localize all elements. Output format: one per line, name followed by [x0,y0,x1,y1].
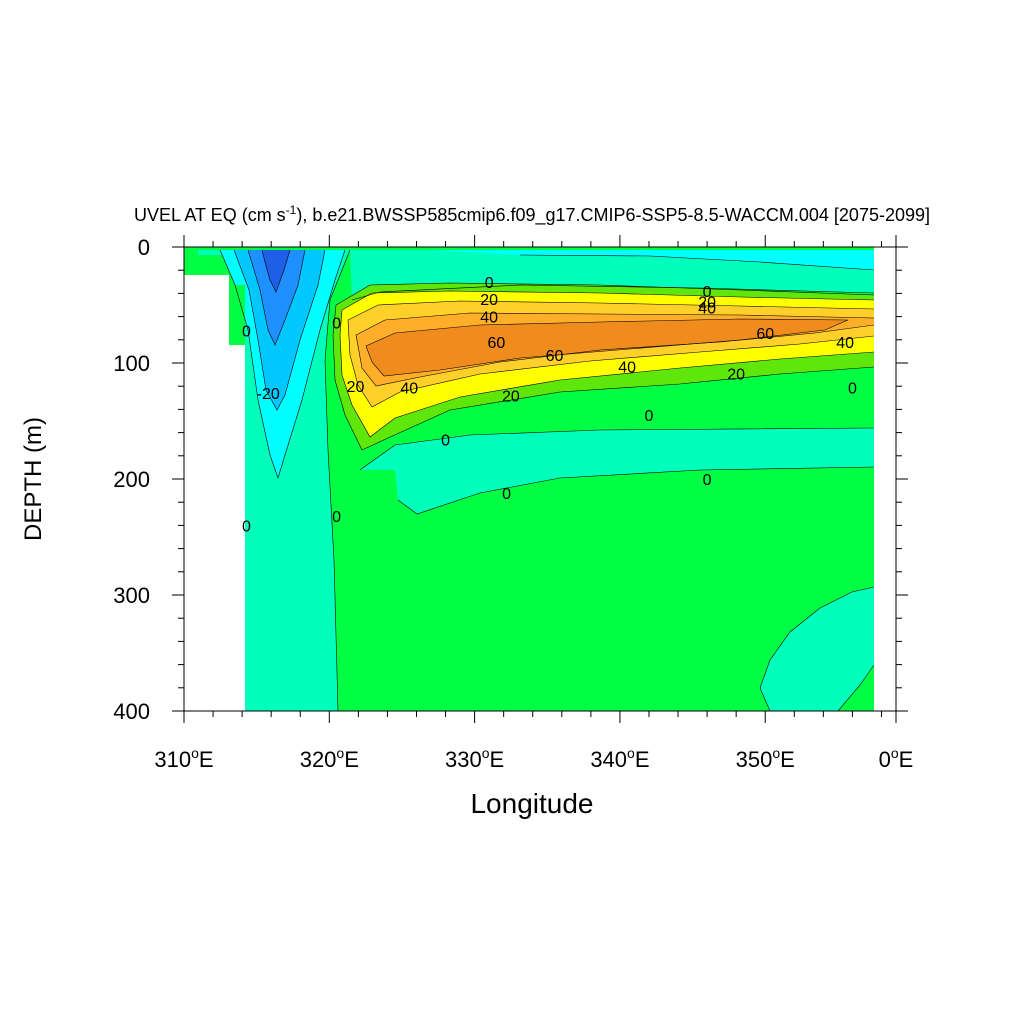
region-minus30-minus20-west [248,250,305,345]
y-tick-label: 300 [113,583,150,608]
region-10-20-coastal [229,285,245,345]
region-0-10-deep-se [760,587,874,711]
y-tick-label: 100 [113,351,150,376]
contour-label: 40 [836,335,854,352]
contour-label: 0 [703,472,712,489]
contour-lines [219,249,875,712]
region-0-10-west [198,250,350,711]
contour-label: 20 [502,388,520,405]
contour-label: 60 [756,326,774,343]
contour-label: 0 [242,518,251,535]
contour-label: 0 [848,380,857,397]
contour-label: 60 [546,348,564,365]
contour-label: 20 [347,379,365,396]
x-tick-label: 0oE [879,745,914,772]
contour-label: 0 [485,275,494,292]
x-tick-label: 320oE [300,745,359,772]
contour-label: 20 [698,295,716,312]
contour-label: 40 [400,380,418,397]
chart-title: UVEL AT EQ (cm s-1), b.e21.BWSSP585cmip6… [134,203,930,226]
contour-label: 40 [618,359,636,376]
x-tick-label: 330oE [445,745,504,772]
contour-label: 0 [502,486,511,503]
y-tick-label: 200 [113,467,150,492]
x-axis-label: Longitude [470,788,593,819]
contour-label: 0 [242,324,251,341]
region-below-minus30-west [262,250,290,292]
contour-label: 0 [703,284,712,301]
y-axis-label: DEPTH (m) [20,417,47,541]
contour-label: 20 [480,292,498,309]
contour-label: 0 [645,408,654,425]
x-axis: 310oE 320oE 330oE 340oE 350oE 0oE [154,235,913,772]
contour-label: 40 [480,310,498,327]
contour-label: 0 [332,509,341,526]
region-60-70 [366,319,848,376]
y-tick-label: 400 [113,699,150,724]
x-tick-label: 310oE [154,745,213,772]
contour-label: 0 [441,433,450,450]
y-tick-label: 0 [138,235,150,260]
x-tick-label: 340oE [590,745,649,772]
contour-label: -20 [257,386,280,403]
contour-label: 60 [488,335,506,352]
contour-label: 20 [727,366,745,383]
plot-area [184,247,875,712]
region-0-10-surface [350,250,874,300]
x-tick-label: 350oE [736,745,795,772]
region-0-10-subsurface [360,428,874,514]
contour-label: 40 [698,300,716,317]
land-mask [184,275,245,711]
contour-label: 0 [332,315,341,332]
